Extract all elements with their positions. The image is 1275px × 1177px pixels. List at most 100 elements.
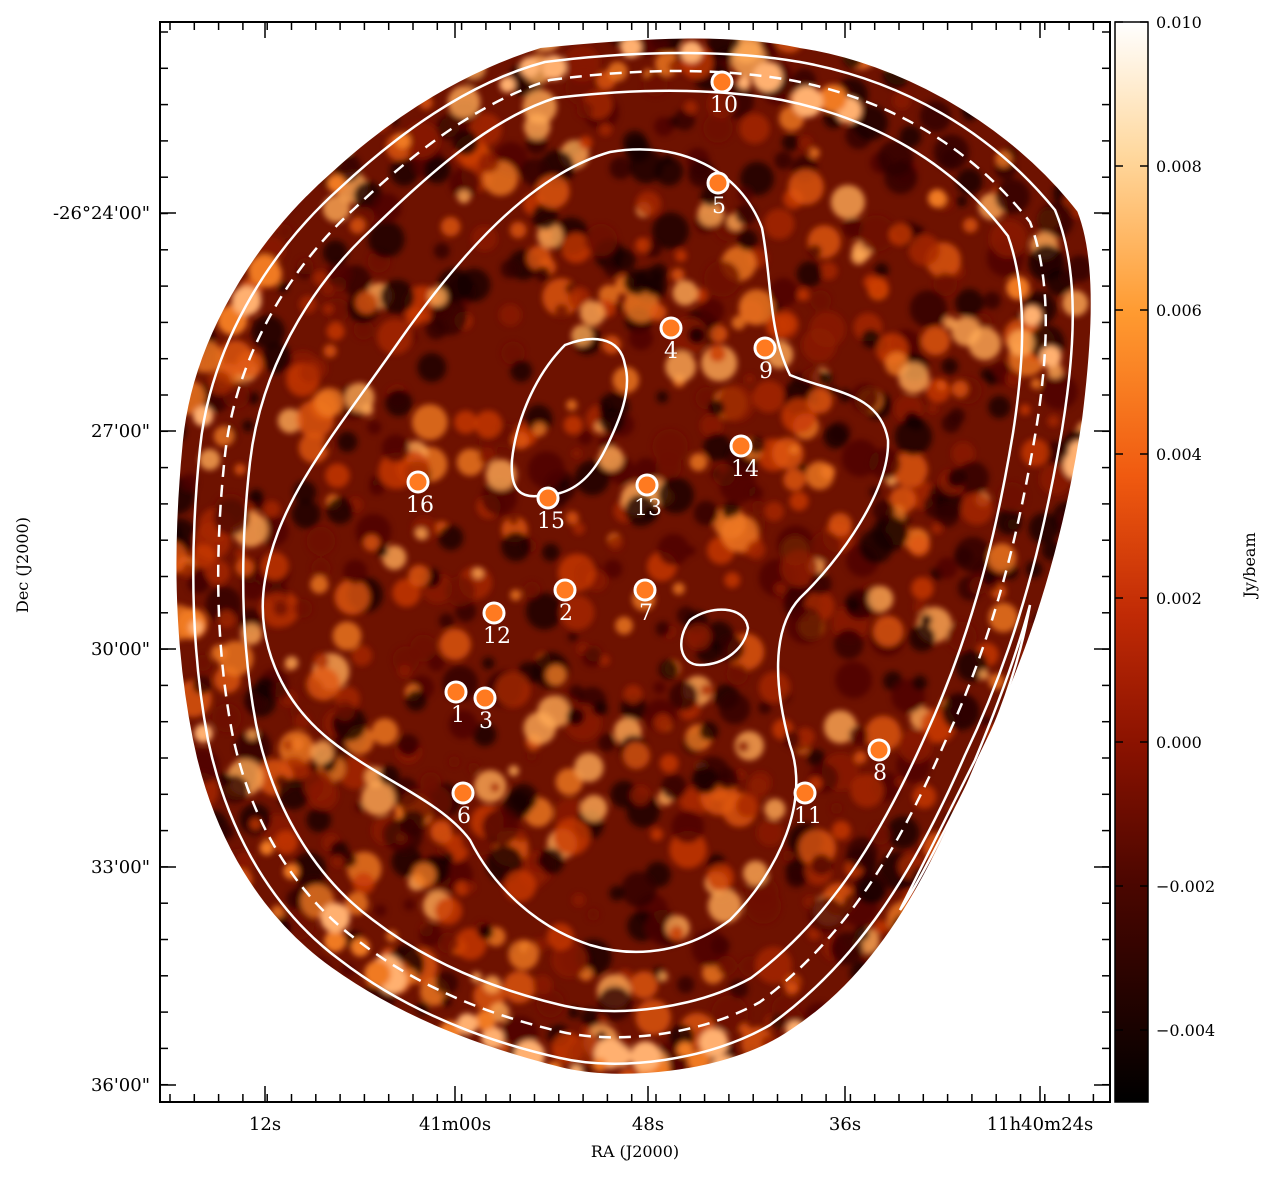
x-tick-label: 11h40m24s — [987, 1114, 1094, 1135]
x-axis-title: RA (J2000) — [591, 1142, 679, 1161]
source-blob — [732, 437, 750, 455]
source-label: 13 — [634, 496, 662, 521]
x-tick-label: 12s — [249, 1114, 281, 1135]
colorbar: 0.010 0.008 0.006 0.004 0.002 0.000 −0.0… — [1114, 13, 1259, 1103]
source-blob — [713, 73, 731, 91]
source-circle — [633, 578, 657, 602]
colorbar-tick-label: 0.002 — [1156, 589, 1202, 608]
source-marker: 6 — [451, 781, 475, 829]
source-circle — [710, 70, 734, 94]
source-blob — [485, 604, 503, 622]
source-label: 4 — [664, 339, 678, 364]
source-label: 10 — [710, 93, 738, 118]
source-marker: 2 — [553, 578, 577, 626]
source-blob — [556, 581, 574, 599]
y-axis-title: Dec (J2000) — [13, 517, 32, 613]
colorbar-tick-label: −0.002 — [1156, 877, 1215, 896]
source-label: 11 — [794, 804, 822, 829]
source-label: 14 — [731, 457, 759, 482]
source-label: 8 — [873, 761, 887, 786]
source-marker: 12 — [482, 601, 511, 649]
colorbar-tick-label: 0.000 — [1156, 733, 1202, 752]
source-circle — [536, 486, 560, 510]
source-label: 3 — [479, 709, 493, 734]
source-marker: 16 — [406, 470, 434, 518]
source-label: 5 — [712, 194, 726, 219]
contour-peak-1 — [510, 337, 629, 498]
source-circle — [753, 336, 777, 360]
source-label: 12 — [483, 624, 511, 649]
y-tick-label: 33'00" — [91, 857, 150, 878]
source-blob — [636, 581, 654, 599]
source-marker: 11 — [793, 781, 822, 829]
source-blob — [476, 689, 494, 707]
colorbar-tick-label: 0.010 — [1156, 13, 1202, 32]
source-circle — [451, 781, 475, 805]
x-tick-label: 48s — [632, 1114, 664, 1135]
source-blob — [638, 476, 656, 494]
contour-edge-arc — [898, 604, 1032, 911]
source-blob — [709, 174, 727, 192]
source-marker: 5 — [706, 171, 730, 219]
contour-outer — [192, 51, 1074, 1065]
contour-lines — [192, 51, 1074, 1065]
y-tick-label: 30'00" — [91, 639, 150, 660]
source-blob — [662, 319, 680, 337]
source-circle — [867, 738, 891, 762]
source-circle — [729, 434, 753, 458]
source-marker: 1 — [444, 680, 468, 728]
contour-dashed — [216, 69, 1047, 1039]
colorbar-tick-label: 0.004 — [1156, 445, 1202, 464]
x-tick-labels: 12s 41m00s 48s 36s 11h40m24s — [249, 1114, 1093, 1135]
colorbar-tick-label: 0.006 — [1156, 301, 1202, 320]
source-blob — [454, 784, 472, 802]
source-circle — [444, 680, 468, 704]
source-marker: 4 — [659, 316, 683, 364]
source-label: 16 — [406, 493, 434, 518]
source-marker: 15 — [536, 486, 565, 534]
source-blob — [756, 339, 774, 357]
source-marker: 13 — [634, 473, 662, 521]
axis-ticks — [160, 22, 1110, 1102]
source-blob — [539, 489, 557, 507]
colorbar-tick-label: 0.008 — [1156, 157, 1202, 176]
source-circle — [659, 316, 683, 340]
source-label: 1 — [451, 703, 465, 728]
source-circle — [553, 578, 577, 602]
x-tick-label: 36s — [829, 1114, 861, 1135]
source-marker: 7 — [633, 578, 657, 626]
source-circle — [482, 601, 506, 625]
source-marker: 14 — [729, 434, 759, 482]
source-circle — [406, 470, 430, 494]
y-tick-labels: -26°24'00" 27'00" 30'00" 33'00" 36'00" — [53, 203, 150, 1096]
y-tick-label: 36'00" — [91, 1075, 150, 1096]
source-circle — [635, 473, 659, 497]
source-blob — [796, 784, 814, 802]
source-label: 7 — [639, 601, 653, 626]
contour-peak-2 — [680, 608, 750, 667]
source-label: 2 — [559, 601, 573, 626]
source-circle — [473, 686, 497, 710]
source-marker: 8 — [867, 738, 891, 786]
source-marker: 10 — [710, 70, 738, 118]
source-blob — [409, 473, 427, 491]
source-label: 15 — [537, 509, 565, 534]
y-tick-label: -26°24'00" — [53, 203, 150, 224]
source-label: 9 — [759, 359, 773, 384]
colorbar-tick-label: −0.004 — [1156, 1021, 1215, 1040]
source-label: 6 — [457, 804, 471, 829]
source-marker: 9 — [753, 336, 777, 384]
x-tick-label: 41m00s — [419, 1114, 491, 1135]
contour-inner-1 — [241, 89, 1024, 1013]
source-blob — [447, 683, 465, 701]
colorbar-gradient — [1114, 21, 1149, 1103]
source-circle — [793, 781, 817, 805]
plot-frame — [159, 21, 1111, 1103]
y-tick-label: 27'00" — [91, 421, 150, 442]
colorbar-title: Jy/beam — [1240, 532, 1259, 599]
flux-map — [154, 13, 1116, 1110]
source-marker: 3 — [473, 686, 497, 734]
source-blob — [870, 741, 888, 759]
